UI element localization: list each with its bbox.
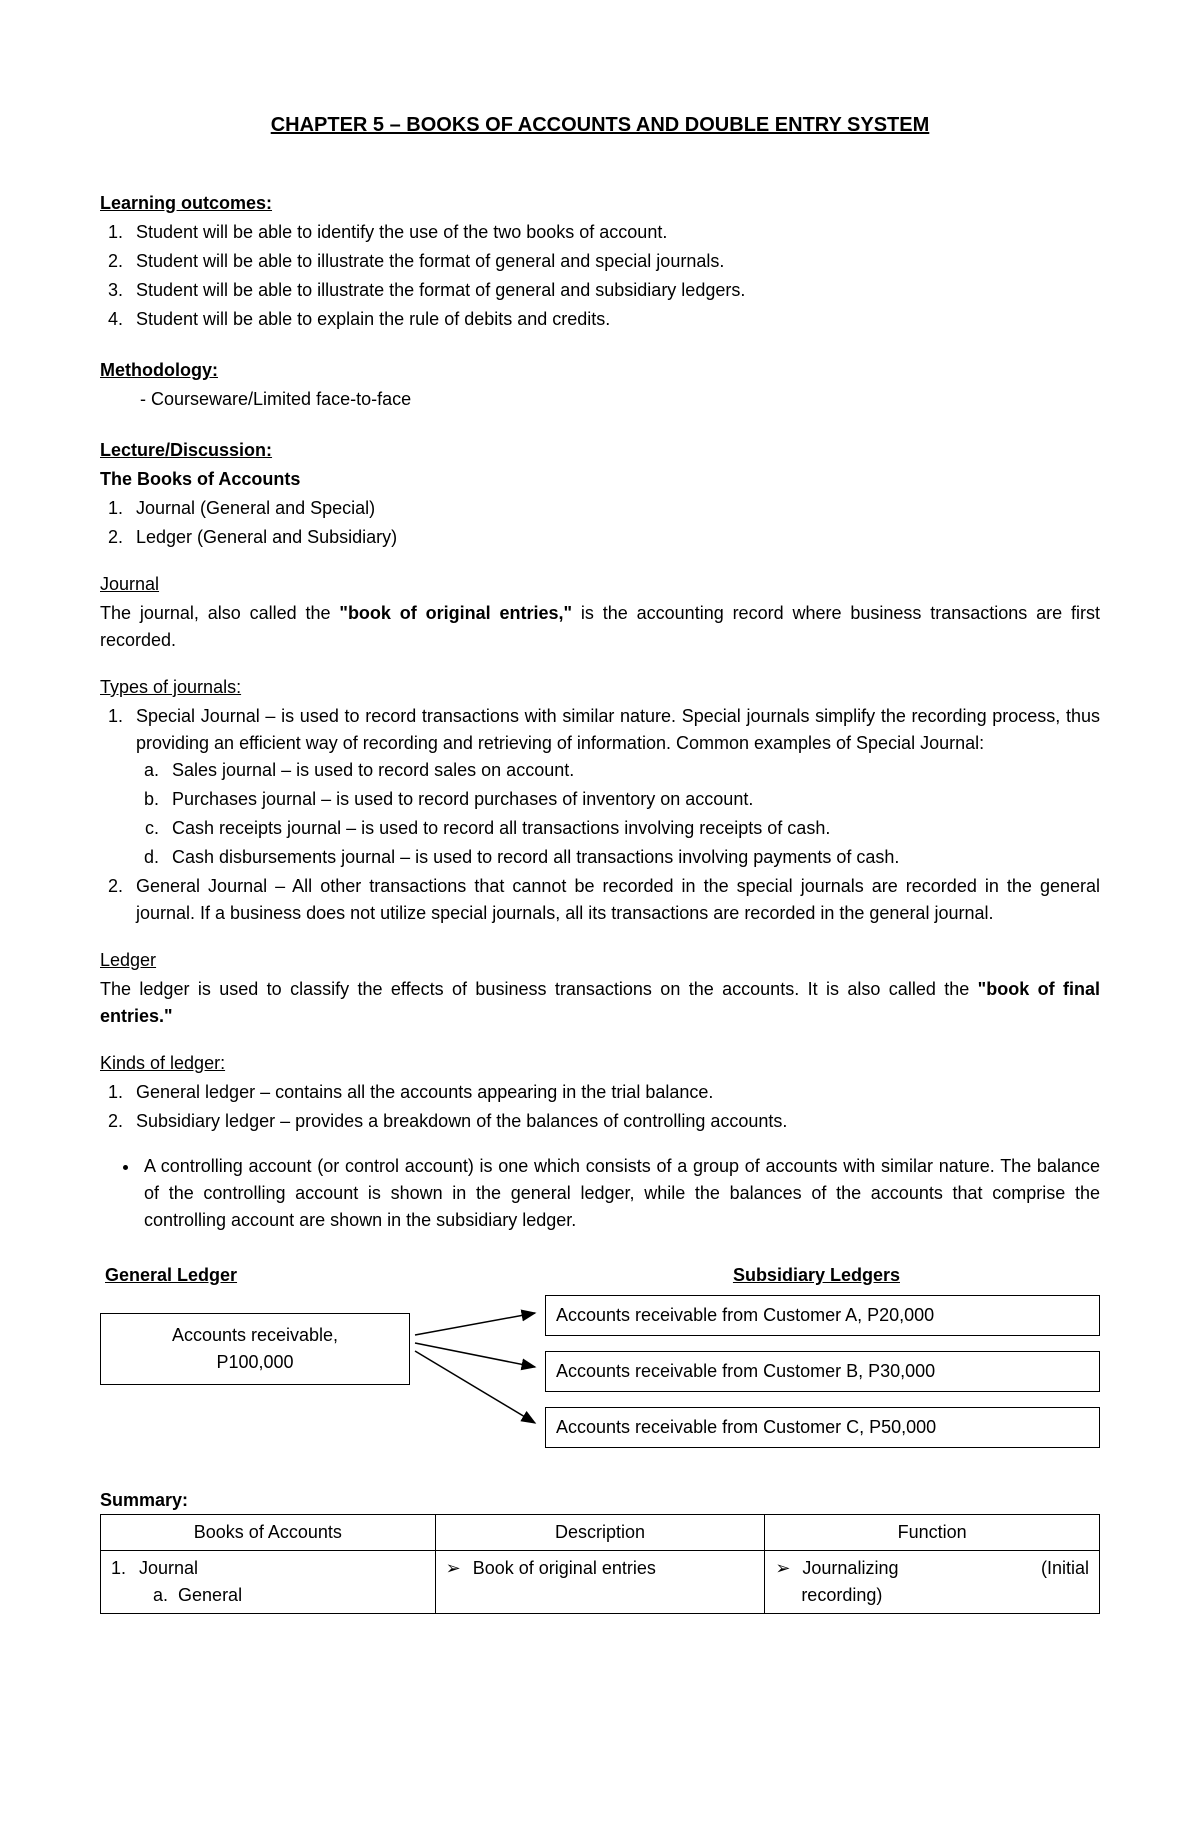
subsidiary-ledgers-heading: Subsidiary Ledgers xyxy=(733,1262,1100,1289)
learning-outcome-3: Student will be able to illustrate the f… xyxy=(128,277,1100,304)
row-number: 1. xyxy=(111,1555,139,1582)
learning-outcomes-heading: Learning outcomes: xyxy=(100,190,1100,217)
learning-outcome-1: Student will be able to identify the use… xyxy=(128,219,1100,246)
types-of-journals-list: Special Journal – is used to record tran… xyxy=(100,703,1100,927)
sales-journal-item: Sales journal – is used to record sales … xyxy=(164,757,1100,784)
subsidiary-ledger-box-2: Accounts receivable from Customer B, P30… xyxy=(545,1351,1100,1392)
col-function: Function xyxy=(765,1515,1100,1551)
books-of-accounts-list: Journal (General and Special) Ledger (Ge… xyxy=(100,495,1100,551)
special-journal-sublist: Sales journal – is used to record sales … xyxy=(136,757,1100,871)
general-journal-item: General Journal – All other transactions… xyxy=(128,873,1100,927)
ledger-heading: Ledger xyxy=(100,947,1100,974)
subsidiary-ledger-item: Subsidiary ledger – provides a breakdown… xyxy=(128,1108,1100,1135)
col-books-of-accounts: Books of Accounts xyxy=(101,1515,436,1551)
general-label: General xyxy=(178,1585,242,1605)
learning-outcomes-list: Student will be able to identify the use… xyxy=(100,219,1100,333)
general-ledger-heading: General Ledger xyxy=(100,1262,237,1289)
cash-disbursements-journal-item: Cash disbursements journal – is used to … xyxy=(164,844,1100,871)
journal-heading: Journal xyxy=(100,571,1100,598)
summary-heading: Summary: xyxy=(100,1487,1100,1514)
cash-receipts-journal-item: Cash receipts journal – is used to recor… xyxy=(164,815,1100,842)
general-ledger-box: Accounts receivable, P100,000 xyxy=(100,1313,410,1385)
special-journal-item: Special Journal – is used to record tran… xyxy=(128,703,1100,871)
methodology-heading: Methodology: xyxy=(100,357,1100,384)
books-of-accounts-heading: The Books of Accounts xyxy=(100,466,1100,493)
journal-para-pre: The journal, also called the xyxy=(100,603,339,623)
function-right: (Initial xyxy=(1041,1555,1089,1582)
kinds-of-ledger-list: General ledger – contains all the accoun… xyxy=(100,1079,1100,1135)
arrow-icon: ➢ xyxy=(775,1555,790,1582)
function-left: Journalizing xyxy=(802,1555,898,1582)
types-of-journals-heading: Types of journals: xyxy=(100,674,1100,701)
ledger-diagram: General Ledger Subsidiary Ledgers Accoun… xyxy=(100,1262,1100,1465)
cell-books: 1.Journal a. General xyxy=(101,1551,436,1614)
diagram-arrows xyxy=(410,1295,545,1455)
learning-outcome-2: Student will be able to illustrate the f… xyxy=(128,248,1100,275)
purchases-journal-item: Purchases journal – is used to record pu… xyxy=(164,786,1100,813)
controlling-account-item: A controlling account (or control accoun… xyxy=(140,1153,1100,1234)
gl-box-line2: P100,000 xyxy=(107,1349,403,1376)
books-item-2: Ledger (General and Subsidiary) xyxy=(128,524,1100,551)
ledger-paragraph: The ledger is used to classify the effec… xyxy=(100,976,1100,1030)
kinds-of-ledger-heading: Kinds of ledger: xyxy=(100,1050,1100,1077)
journal-para-bold: "book of original entries," xyxy=(339,603,572,623)
subsidiary-ledger-box-3: Accounts receivable from Customer C, P50… xyxy=(545,1407,1100,1448)
cell-function: ➢ Journalizing (Initial recording) xyxy=(765,1551,1100,1614)
chapter-title: CHAPTER 5 – BOOKS OF ACCOUNTS AND DOUBLE… xyxy=(100,110,1100,140)
table-row: 1.Journal a. General ➢ Book of original … xyxy=(101,1551,1100,1614)
methodology-list: Courseware/Limited face-to-face xyxy=(100,386,1100,413)
journal-paragraph: The journal, also called the "book of or… xyxy=(100,600,1100,654)
col-description: Description xyxy=(435,1515,765,1551)
journal-label: Journal xyxy=(139,1558,198,1578)
description-text: Book of original entries xyxy=(473,1555,755,1582)
learning-outcome-4: Student will be able to explain the rule… xyxy=(128,306,1100,333)
general-ledger-item: General ledger – contains all the accoun… xyxy=(128,1079,1100,1106)
books-item-1: Journal (General and Special) xyxy=(128,495,1100,522)
function-cont: recording) xyxy=(775,1582,1089,1609)
methodology-item: Courseware/Limited face-to-face xyxy=(140,386,1100,413)
ledger-para-pre: The ledger is used to classify the effec… xyxy=(100,979,978,999)
cell-description: ➢ Book of original entries xyxy=(435,1551,765,1614)
controlling-account-list: A controlling account (or control accoun… xyxy=(100,1153,1100,1234)
arrow-icon: ➢ xyxy=(446,1555,461,1582)
lecture-heading: Lecture/Discussion: xyxy=(100,437,1100,464)
special-journal-intro: Special Journal – is used to record tran… xyxy=(136,706,1100,753)
gl-box-line1: Accounts receivable, xyxy=(107,1322,403,1349)
subsidiary-ledger-box-1: Accounts receivable from Customer A, P20… xyxy=(545,1295,1100,1336)
summary-table: Books of Accounts Description Function 1… xyxy=(100,1514,1100,1614)
table-header-row: Books of Accounts Description Function xyxy=(101,1515,1100,1551)
sub-label: a. xyxy=(153,1585,168,1605)
